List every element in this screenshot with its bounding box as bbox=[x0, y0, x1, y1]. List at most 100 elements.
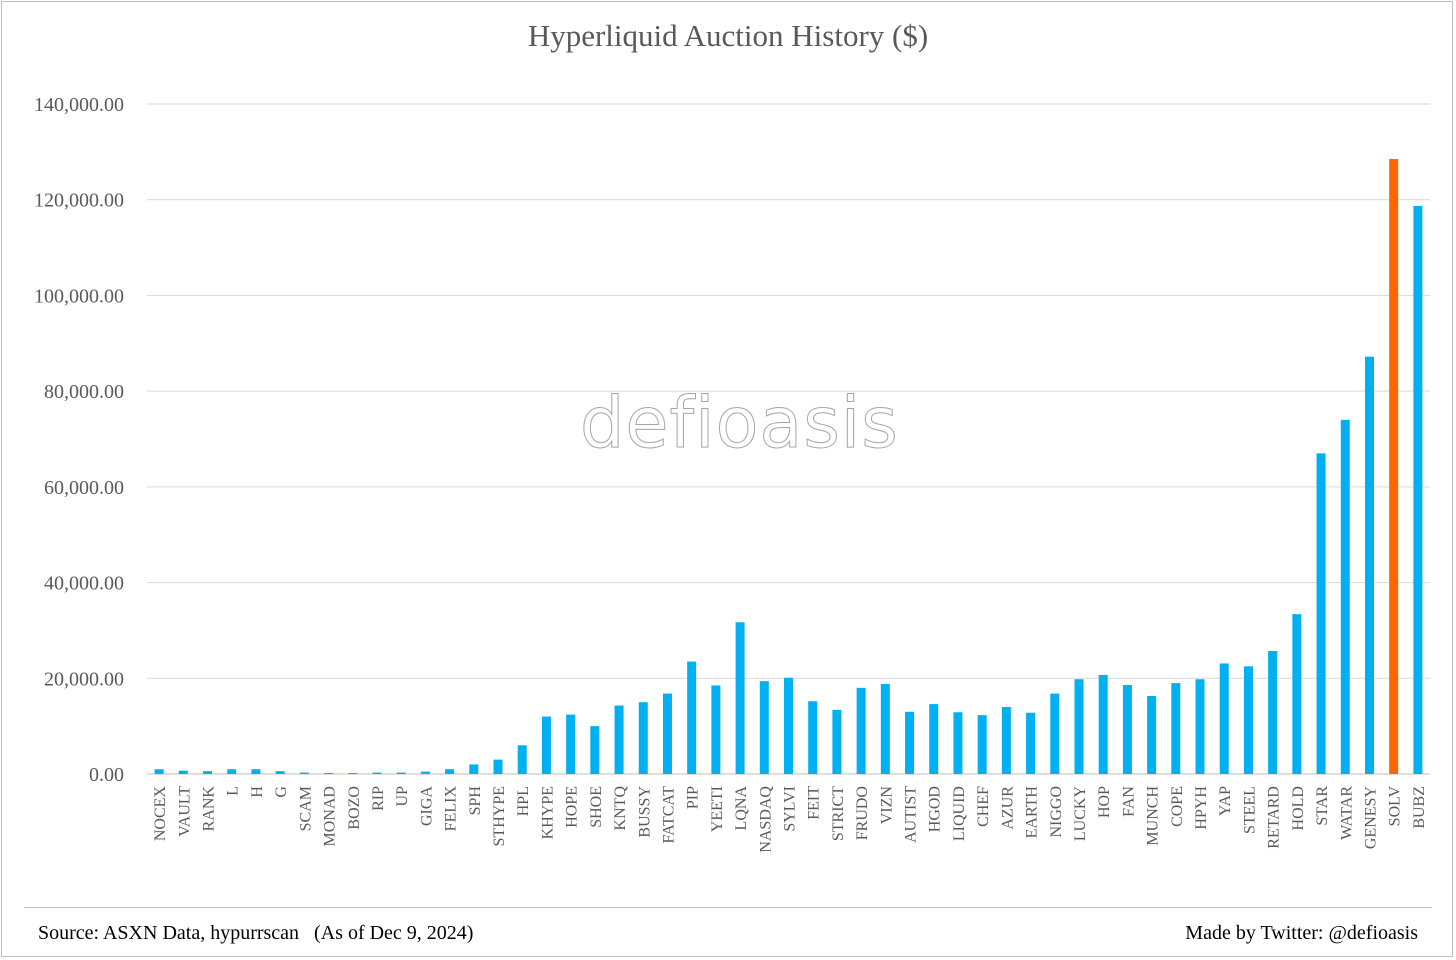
x-tick-label: AUTIST bbox=[903, 786, 920, 843]
x-tick-label: UP bbox=[394, 786, 411, 807]
bar-khype bbox=[541, 716, 551, 774]
bar-lqna bbox=[735, 622, 745, 774]
bar-shoe bbox=[590, 726, 600, 774]
bar-giga bbox=[420, 771, 430, 774]
bar-up bbox=[396, 772, 406, 774]
x-tick-label: SPH bbox=[467, 786, 484, 816]
y-tick-label: 40,000.00 bbox=[44, 573, 124, 595]
x-tick-label: YAP bbox=[1217, 786, 1234, 816]
chart-title: Hyperliquid Auction History ($) bbox=[527, 18, 929, 53]
x-tick-label: HGOD bbox=[927, 786, 944, 832]
x-tick-label: RIP bbox=[370, 786, 387, 811]
x-tick-label: MUNCH bbox=[1145, 786, 1162, 846]
x-tick-label: RETARD bbox=[1266, 786, 1283, 849]
x-tick-label: FRUDO bbox=[854, 786, 871, 840]
x-tick-label: KHYPE bbox=[539, 786, 556, 839]
x-tick-label: KNTQ bbox=[612, 786, 629, 831]
bar-bozo bbox=[348, 773, 358, 774]
bar-kntq bbox=[614, 705, 624, 774]
bar-fan bbox=[1122, 684, 1132, 774]
bar-hop bbox=[1098, 674, 1108, 774]
bar-hpyh bbox=[1195, 679, 1205, 774]
x-tick-label: FAN bbox=[1120, 786, 1137, 817]
x-tick-label: NOCEX bbox=[152, 786, 169, 842]
x-tick-label: VIZN bbox=[878, 786, 895, 825]
bar-sylvi bbox=[784, 677, 793, 774]
bar-star bbox=[1316, 453, 1326, 774]
x-tick-label: STEEL bbox=[1241, 786, 1258, 834]
watermark-logo: defioasis bbox=[580, 382, 899, 465]
bar-yap bbox=[1219, 663, 1229, 774]
source-note: Source: ASXN Data, hypurrscan (As of Dec… bbox=[38, 922, 474, 944]
bar-l bbox=[227, 769, 237, 774]
bar-frudo bbox=[856, 687, 866, 774]
bar-pip bbox=[687, 661, 697, 774]
bar-hpl bbox=[517, 745, 527, 774]
bar-sph bbox=[469, 764, 479, 774]
credit-note: Made by Twitter: @defioasis bbox=[1185, 922, 1418, 944]
x-tick-label: CHEF bbox=[975, 786, 992, 827]
x-axis-tick-labels: NOCEX VAULT RANK L H G SCAM MONAD BOZO RIP UP GIGA F… bbox=[152, 786, 1428, 853]
bar-genesy bbox=[1364, 356, 1374, 774]
y-tick-label: 120,000.00 bbox=[34, 190, 124, 212]
bar-yeeti bbox=[711, 685, 721, 774]
bar-bubz bbox=[1413, 205, 1423, 774]
x-tick-label: PIP bbox=[685, 786, 702, 809]
bar-hope bbox=[566, 714, 576, 774]
x-tick-label: GIGA bbox=[418, 786, 435, 826]
x-tick-label: WATAR bbox=[1338, 786, 1355, 840]
footer-divider bbox=[24, 907, 1432, 908]
x-tick-label: FEIT bbox=[806, 786, 823, 820]
bar-nocex bbox=[154, 769, 164, 774]
x-tick-label: MONAD bbox=[322, 786, 339, 846]
x-tick-label: SOLV bbox=[1387, 786, 1404, 827]
x-tick-label: FATCAT bbox=[660, 786, 677, 844]
bar-retard bbox=[1268, 651, 1278, 774]
x-tick-label: COPE bbox=[1169, 786, 1186, 827]
x-tick-label: HPL bbox=[515, 786, 532, 816]
bar-felix bbox=[445, 769, 455, 774]
bar-bussy bbox=[638, 702, 648, 774]
x-tick-label: GENESY bbox=[1362, 786, 1379, 850]
y-tick-label: 140,000.00 bbox=[34, 94, 124, 116]
x-tick-label: STRICT bbox=[830, 786, 847, 841]
bar-h bbox=[251, 769, 261, 774]
bar-azur bbox=[1001, 707, 1011, 774]
y-tick-label: 100,000.00 bbox=[34, 285, 124, 307]
bar-scam bbox=[299, 772, 309, 774]
bar-liquid bbox=[953, 712, 963, 774]
bar-g bbox=[275, 771, 285, 774]
x-tick-label: HPYH bbox=[1193, 786, 1210, 830]
x-tick-label: HOLD bbox=[1290, 786, 1307, 830]
y-tick-label: 80,000.00 bbox=[44, 381, 124, 403]
x-tick-label: AZUR bbox=[999, 786, 1016, 830]
x-tick-label: YEETI bbox=[709, 786, 726, 832]
bar-hgod bbox=[929, 704, 939, 774]
bars bbox=[154, 159, 1423, 775]
x-tick-label: VAULT bbox=[176, 786, 193, 837]
x-tick-label: NIGGO bbox=[1048, 786, 1065, 838]
x-tick-label: NASDAQ bbox=[757, 786, 774, 853]
bar-watar bbox=[1340, 419, 1350, 774]
y-axis-tick-labels: 0.00 20,000.00 40,000.00 60,000.00 80,000.00… bbox=[34, 94, 124, 786]
bar-solv bbox=[1389, 159, 1399, 775]
x-tick-label: LUCKY bbox=[1072, 786, 1089, 842]
x-tick-label: EARTH bbox=[1024, 786, 1041, 839]
bar-rip bbox=[372, 772, 382, 774]
x-tick-label: LIQUID bbox=[951, 786, 968, 841]
x-tick-label: HOPE bbox=[564, 786, 581, 828]
x-tick-label: BUSSY bbox=[636, 786, 653, 838]
bar-munch bbox=[1147, 695, 1157, 774]
x-tick-label: SYLVI bbox=[782, 786, 799, 832]
x-tick-label: STAR bbox=[1314, 786, 1331, 826]
bar-fatcat bbox=[662, 693, 672, 774]
x-tick-label: BUBZ bbox=[1411, 786, 1428, 829]
bar-nasdaq bbox=[759, 681, 769, 774]
bar-monad bbox=[324, 773, 334, 774]
x-tick-label: SCAM bbox=[297, 786, 314, 831]
bar-strict bbox=[832, 709, 842, 774]
bar-rank bbox=[203, 771, 213, 774]
x-tick-label: BOZO bbox=[346, 786, 363, 830]
